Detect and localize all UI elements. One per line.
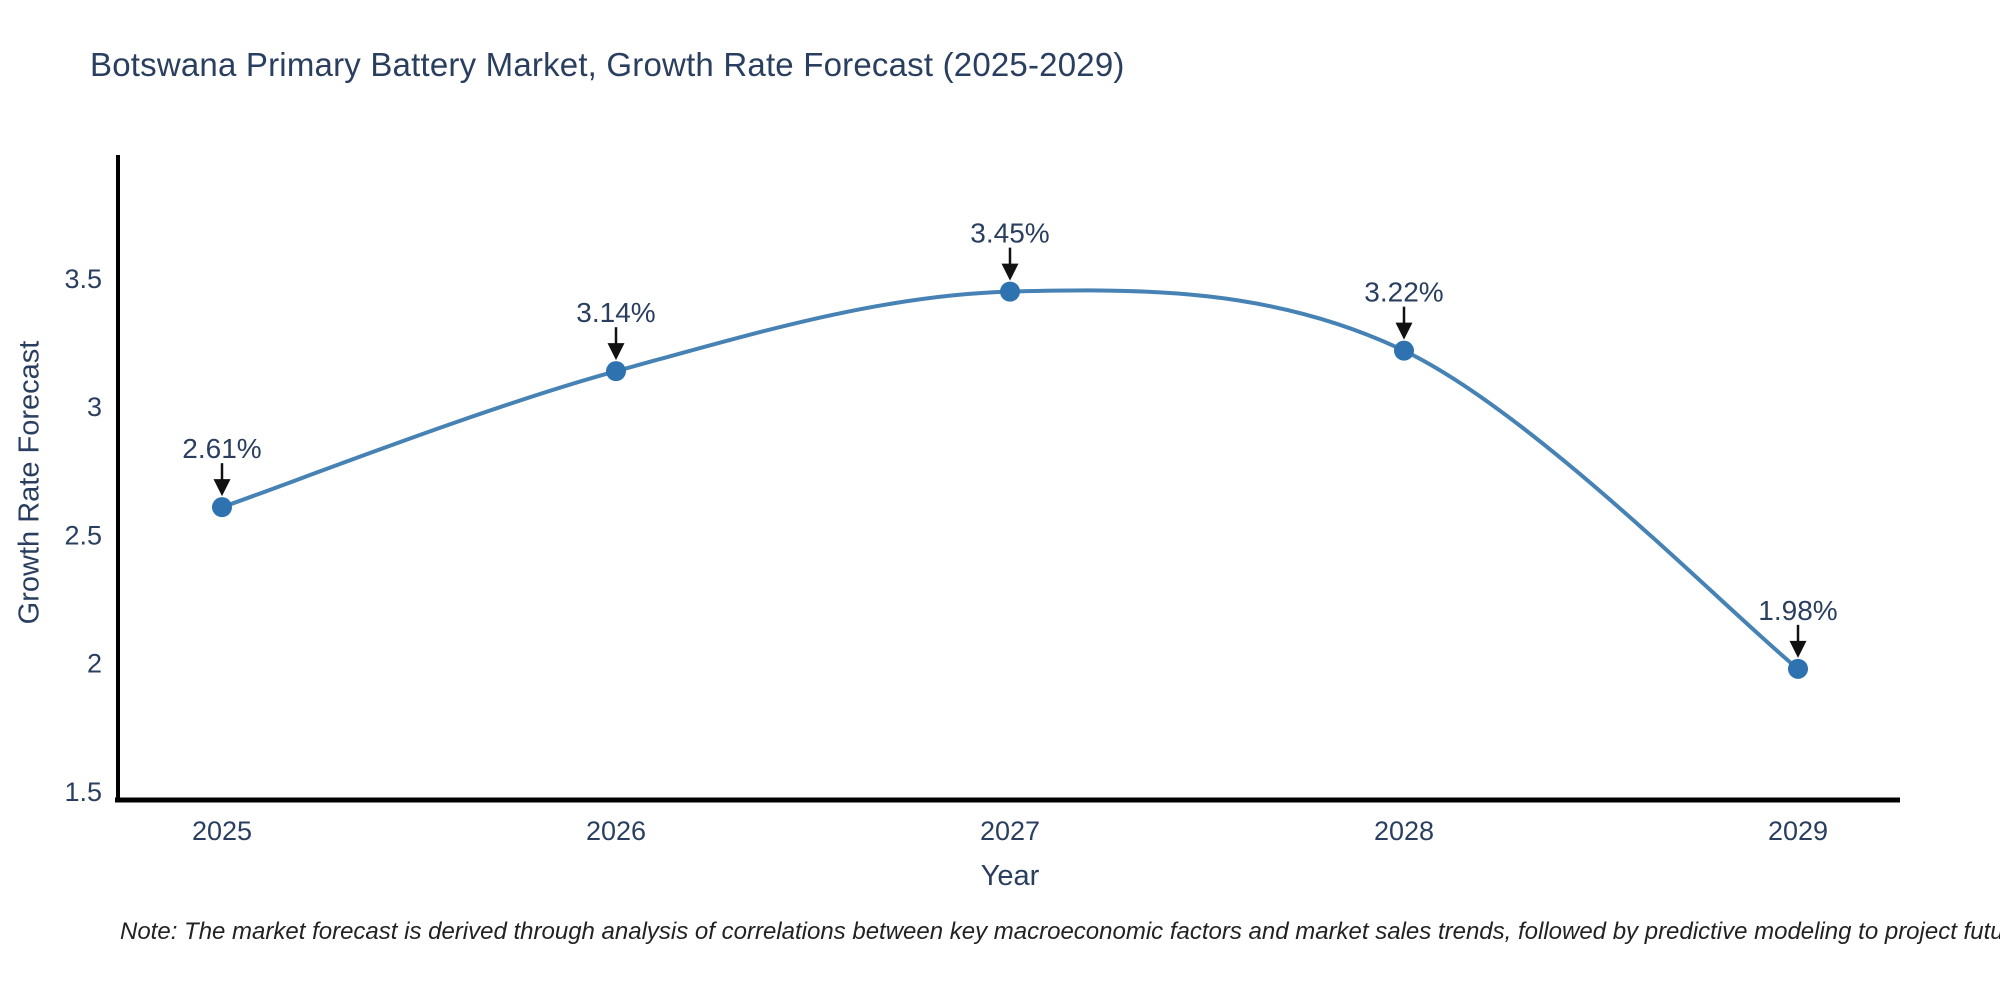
chart-title: Botswana Primary Battery Market, Growth …: [90, 46, 1125, 83]
x-tick-label: 2026: [586, 816, 646, 846]
data-point-marker: [1000, 281, 1020, 302]
x-tick-label: 2029: [1768, 816, 1828, 846]
annotation-label: 3.14%: [576, 297, 655, 328]
data-point-marker: [1788, 658, 1808, 679]
x-tick-label: 2027: [980, 816, 1040, 846]
annotation-label: 3.22%: [1364, 277, 1443, 308]
y-tick-label: 1.5: [64, 777, 102, 807]
y-tick-label: 2.5: [64, 520, 102, 550]
data-point-marker: [212, 497, 232, 518]
annotation-arrow-head: [1789, 640, 1807, 658]
annotation-label: 1.98%: [1758, 595, 1837, 626]
series-line: [220, 288, 1800, 671]
annotation-arrow-head: [1395, 322, 1413, 340]
annotation-arrow-head: [1001, 263, 1019, 281]
annotation-arrow-head: [213, 479, 231, 497]
x-tick-label: 2028: [1374, 816, 1434, 846]
y-tick-label: 2: [87, 649, 102, 679]
annotation-label: 3.45%: [970, 218, 1049, 249]
data-point-marker: [606, 361, 626, 382]
annotation-arrow-head: [607, 343, 625, 361]
x-tick-label: 2025: [192, 816, 252, 846]
y-tick-label: 3: [87, 392, 102, 422]
x-axis-title: Year: [980, 860, 1040, 892]
footnote: Note: The market forecast is derived thr…: [120, 918, 2000, 945]
y-tick-label: 3.5: [64, 264, 102, 294]
data-point-marker: [1394, 340, 1414, 361]
annotation-label: 2.61%: [182, 433, 261, 464]
